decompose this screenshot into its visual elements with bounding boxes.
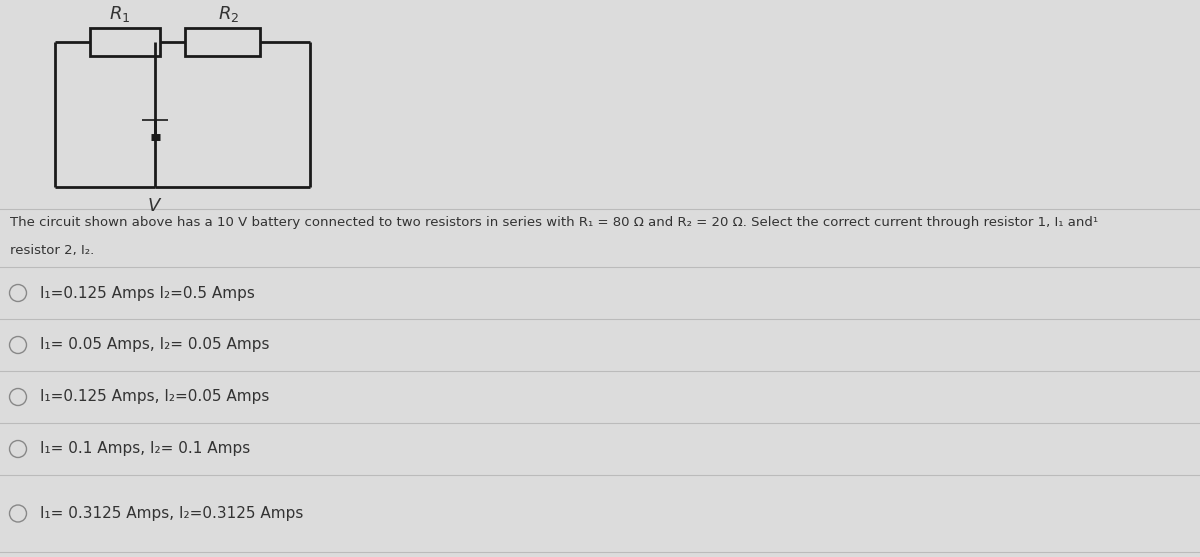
Text: $V$: $V$	[148, 197, 163, 215]
Bar	[90, 28, 160, 56]
Text: I₁= 0.3125 Amps, I₂=0.3125 Amps: I₁= 0.3125 Amps, I₂=0.3125 Amps	[40, 506, 304, 521]
Text: resistor 2, I₂.: resistor 2, I₂.	[10, 244, 95, 257]
Text: I₁= 0.1 Amps, I₂= 0.1 Amps: I₁= 0.1 Amps, I₂= 0.1 Amps	[40, 442, 251, 457]
Text: I₁=0.125 Amps I₂=0.5 Amps: I₁=0.125 Amps I₂=0.5 Amps	[40, 286, 254, 300]
Text: The circuit shown above has a 10 V battery connected to two resistors in series : The circuit shown above has a 10 V batte…	[10, 216, 1098, 229]
Text: $R_1$: $R_1$	[109, 4, 131, 24]
Bar	[185, 28, 260, 56]
Text: $R_2$: $R_2$	[218, 4, 239, 24]
Text: I₁= 0.05 Amps, I₂= 0.05 Amps: I₁= 0.05 Amps, I₂= 0.05 Amps	[40, 338, 270, 353]
Text: I₁=0.125 Amps, I₂=0.05 Amps: I₁=0.125 Amps, I₂=0.05 Amps	[40, 389, 269, 404]
